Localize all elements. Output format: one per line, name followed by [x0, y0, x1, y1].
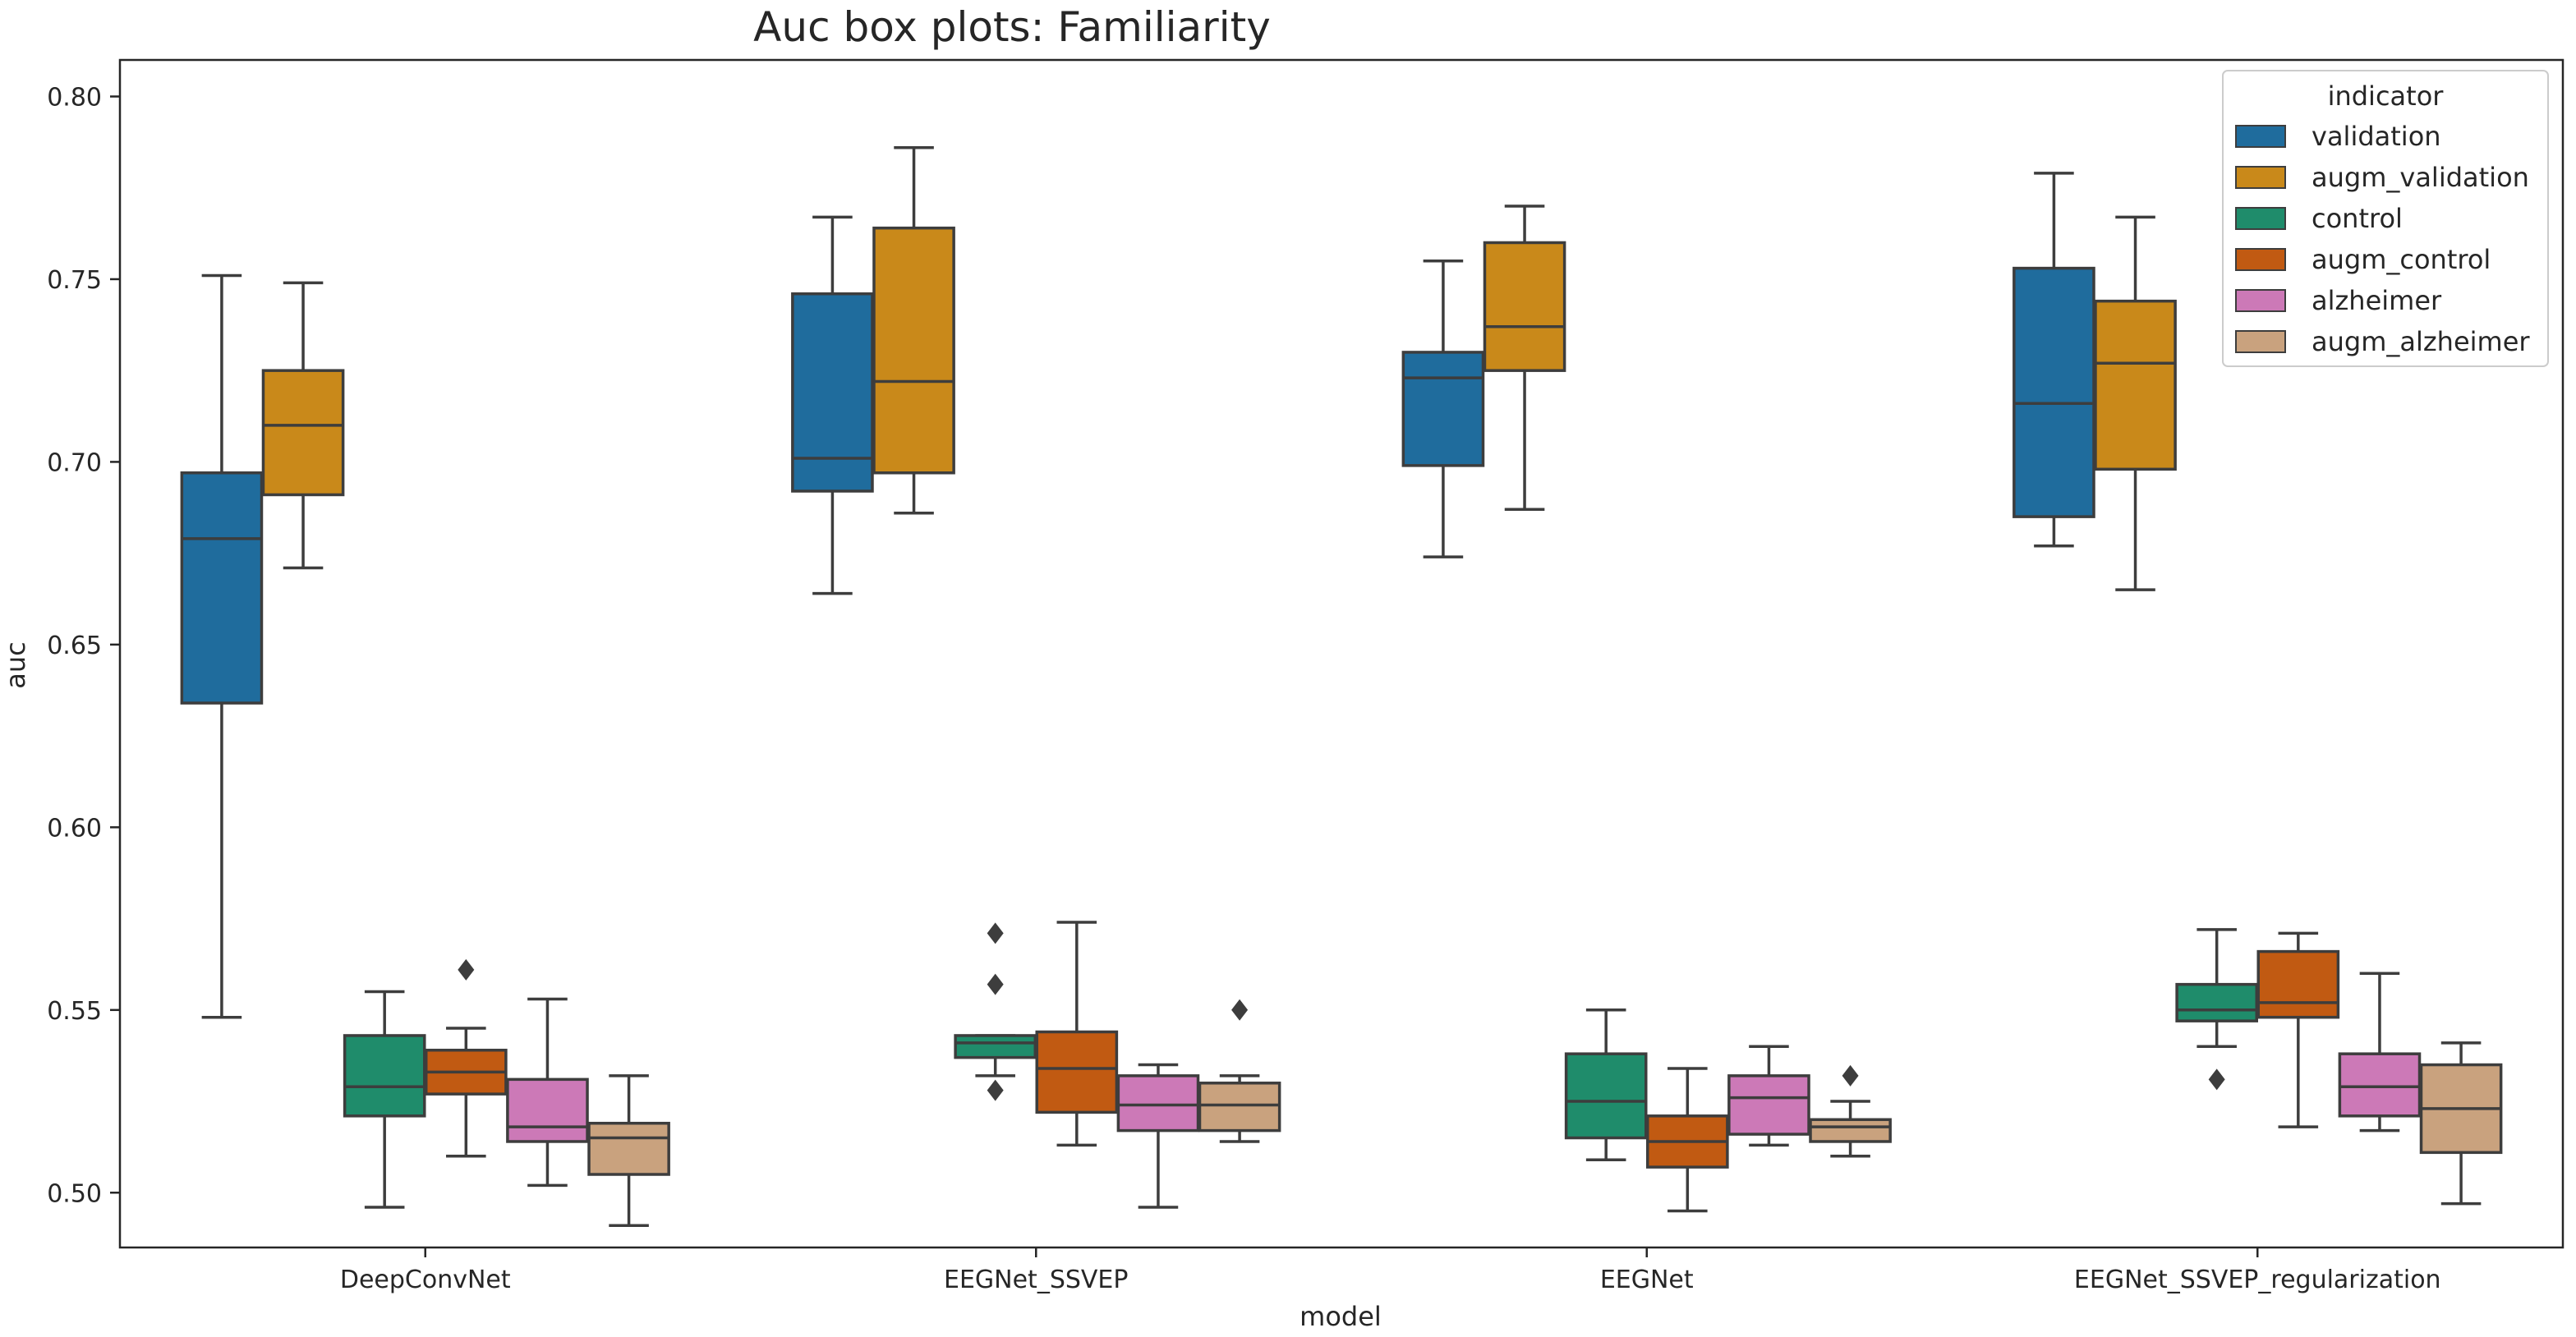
legend-swatch [2235, 289, 2286, 312]
box-validation [1401, 259, 1485, 558]
legend-swatch [2235, 125, 2286, 148]
box-iqr [587, 1121, 670, 1176]
y-tick-label: 0.60 [47, 814, 102, 843]
box-validation [2012, 172, 2095, 548]
y-tick-label: 0.70 [47, 448, 102, 477]
box-augm-control [424, 958, 508, 1158]
legend-item-control: control [2235, 203, 2403, 234]
box-control [1564, 1008, 1648, 1161]
box-validation [791, 215, 874, 595]
box-iqr [1483, 241, 1566, 372]
box-iqr [1198, 1082, 1281, 1133]
box-augm-control [1035, 921, 1119, 1147]
box-iqr [1564, 1052, 1648, 1140]
x-tick-label-eegnet-ssvep: EEGNet_SSVEP [944, 1266, 1128, 1294]
box-iqr [1116, 1074, 1200, 1133]
box-iqr [180, 471, 264, 705]
legend-swatch [2235, 248, 2286, 271]
box-augm-alzheimer [2419, 1041, 2503, 1206]
y-axis-label: auc [0, 641, 31, 688]
box-iqr [1727, 1074, 1810, 1136]
box-group-eegnet [1401, 204, 1892, 1213]
box-iqr [791, 292, 874, 493]
box-iqr [872, 226, 955, 475]
legend-item-validation: validation [2235, 121, 2441, 152]
box-iqr [954, 1034, 1037, 1059]
box-iqr [1809, 1118, 1892, 1143]
box-groups [180, 146, 2503, 1228]
legend-frame [2222, 70, 2549, 367]
box-iqr [2338, 1052, 2422, 1118]
box-augm-validation [1483, 204, 1566, 512]
legend-item-augm-control: augm_control [2235, 244, 2491, 275]
box-iqr [2256, 949, 2340, 1019]
legend-item-augm-validation: augm_validation [2235, 162, 2529, 193]
outlier-point [458, 958, 475, 981]
outlier-point [1231, 999, 1249, 1021]
legend-swatch [2235, 166, 2286, 189]
legend-item-augm-alzheimer: augm_alzheimer [2235, 326, 2530, 357]
legend-label: augm_validation [2312, 162, 2529, 193]
box-iqr [2012, 266, 2095, 518]
y-axis: 0.50 0.55 0.60 0.65 0.70 0.75 0.80 [47, 83, 120, 1208]
box-group-deepconvnet [180, 273, 670, 1228]
legend: indicator validation augm_validationcontr… [2222, 70, 2549, 367]
box-alzheimer [1727, 1045, 1810, 1147]
legend-label: validation [2312, 121, 2441, 152]
box-iqr [2175, 982, 2259, 1022]
outlier-point [1842, 1064, 1859, 1087]
legend-swatch [2235, 330, 2286, 353]
x-axis-label: model [1300, 1301, 1382, 1332]
chart-title: Auc box plots: Familiarity [753, 3, 1271, 51]
box-iqr [2094, 299, 2177, 471]
box-augm-validation [261, 281, 345, 570]
box-iqr [1401, 351, 1485, 467]
y-tick-label: 0.55 [47, 997, 102, 1026]
legend-label: control [2312, 203, 2403, 234]
box-validation [180, 273, 264, 1019]
box-iqr [261, 369, 345, 497]
box-alzheimer [1116, 1063, 1200, 1209]
x-axis: DeepConvNet EEGNet_SSVEP EEGNet EEGNet_SSVE… [340, 1247, 2441, 1294]
box-augm-validation [2094, 215, 2177, 591]
y-tick-label: 0.75 [47, 266, 102, 295]
outlier-point [2208, 1068, 2225, 1091]
x-tick-label-eegnet-ssvep-regularization: EEGNet_SSVEP_regularization [2074, 1266, 2441, 1294]
box-control [2175, 928, 2259, 1091]
box-augm-alzheimer [1809, 1064, 1892, 1158]
legend-label: augm_control [2312, 244, 2491, 275]
box-augm-alzheimer [1198, 999, 1281, 1143]
box-iqr [343, 1034, 426, 1118]
y-tick-label: 0.65 [47, 632, 102, 660]
box-iqr [506, 1077, 589, 1143]
box-group-eegnet-ssvep-regularization [2012, 172, 2503, 1206]
plot-area: 0.50 0.55 0.60 0.65 0.70 0.75 0.80 DeepConvNet… [47, 58, 2564, 1294]
box-augm-alzheimer [587, 1074, 670, 1228]
outlier-point [987, 973, 1004, 995]
legend-title: indicator [2328, 80, 2445, 112]
outlier-point [987, 1079, 1004, 1101]
outlier-point [987, 922, 1004, 944]
box-control [343, 990, 426, 1209]
box-augm-control [1645, 1067, 1729, 1213]
box-alzheimer [2338, 972, 2422, 1133]
box-augm-validation [872, 146, 955, 515]
legend-label: alzheimer [2312, 285, 2442, 316]
y-tick-label: 0.50 [47, 1179, 102, 1208]
x-tick-label-eegnet: EEGNet [1600, 1266, 1694, 1294]
legend-swatch [2235, 207, 2286, 230]
legend-item-alzheimer: alzheimer [2235, 285, 2442, 316]
plot-frame [118, 58, 2564, 1249]
y-tick-label: 0.80 [47, 83, 102, 112]
box-alzheimer [506, 997, 589, 1188]
x-tick-label-deepconvnet: DeepConvNet [340, 1266, 511, 1294]
box-iqr [1035, 1030, 1119, 1114]
box-group-eegnet-ssvep [791, 146, 1281, 1209]
box-control [954, 922, 1037, 1101]
box-augm-control [2256, 931, 2340, 1128]
legend-label: augm_alzheimer [2312, 326, 2530, 357]
